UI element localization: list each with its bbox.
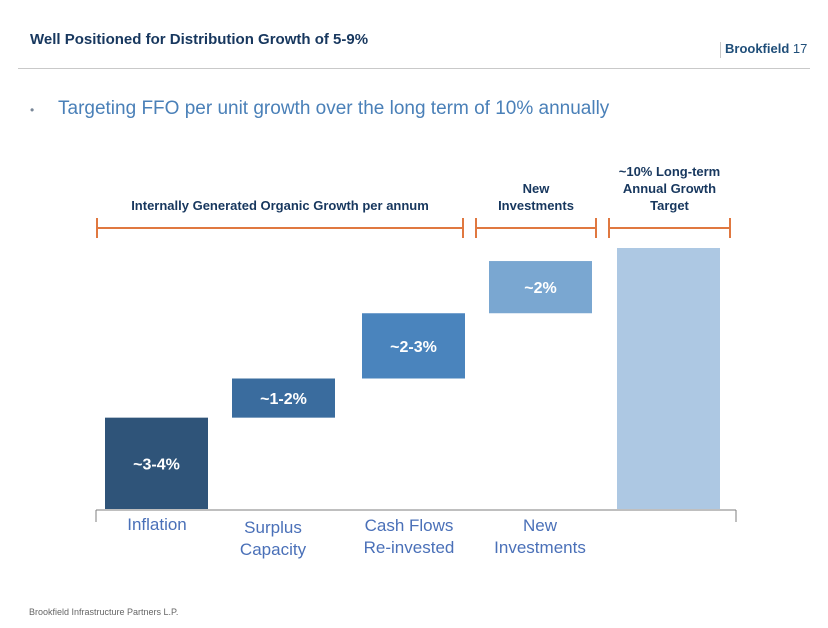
- bullet-marker: •: [30, 103, 35, 117]
- group-header-label: New: [523, 181, 551, 196]
- bar-1: [232, 378, 335, 418]
- bar-value-label: ~2-3%: [390, 339, 437, 356]
- category-label: Capacity: [240, 540, 307, 559]
- slide-title: Well Positioned for Distribution Growth …: [30, 31, 369, 48]
- category-label: Investments: [494, 538, 586, 557]
- category-label: Inflation: [127, 515, 187, 534]
- bar-2: [362, 313, 465, 379]
- bullet-text: Targeting FFO per unit growth over the l…: [58, 98, 610, 119]
- brand-name: Brookfield: [725, 41, 790, 56]
- brand-block: Brookfield 17: [725, 41, 807, 56]
- group-header-label: Target: [650, 198, 689, 213]
- category-label: Re-invested: [364, 538, 455, 557]
- category-label: New: [523, 516, 558, 535]
- header-rule: [18, 68, 810, 69]
- bar-4: [617, 248, 720, 509]
- bar-value-label: ~3-4%: [133, 456, 180, 473]
- group-header-label: ~10% Long-term: [619, 164, 721, 179]
- footer-text: Brookfield Infrastructure Partners L.P.: [29, 607, 179, 617]
- bar-value-label: ~1-2%: [260, 391, 307, 408]
- group-header-label: Internally Generated Organic Growth per …: [131, 198, 429, 213]
- category-label: Cash Flows: [365, 516, 454, 535]
- group-header-label: Annual Growth: [623, 181, 716, 196]
- bar-0: [105, 417, 208, 509]
- page-number: 17: [792, 41, 808, 56]
- brand-divider: [720, 42, 721, 58]
- group-header-label: Investments: [498, 198, 574, 213]
- category-label: Surplus: [244, 518, 302, 537]
- bar-3: [489, 261, 592, 314]
- bar-value-label: ~2%: [524, 280, 556, 297]
